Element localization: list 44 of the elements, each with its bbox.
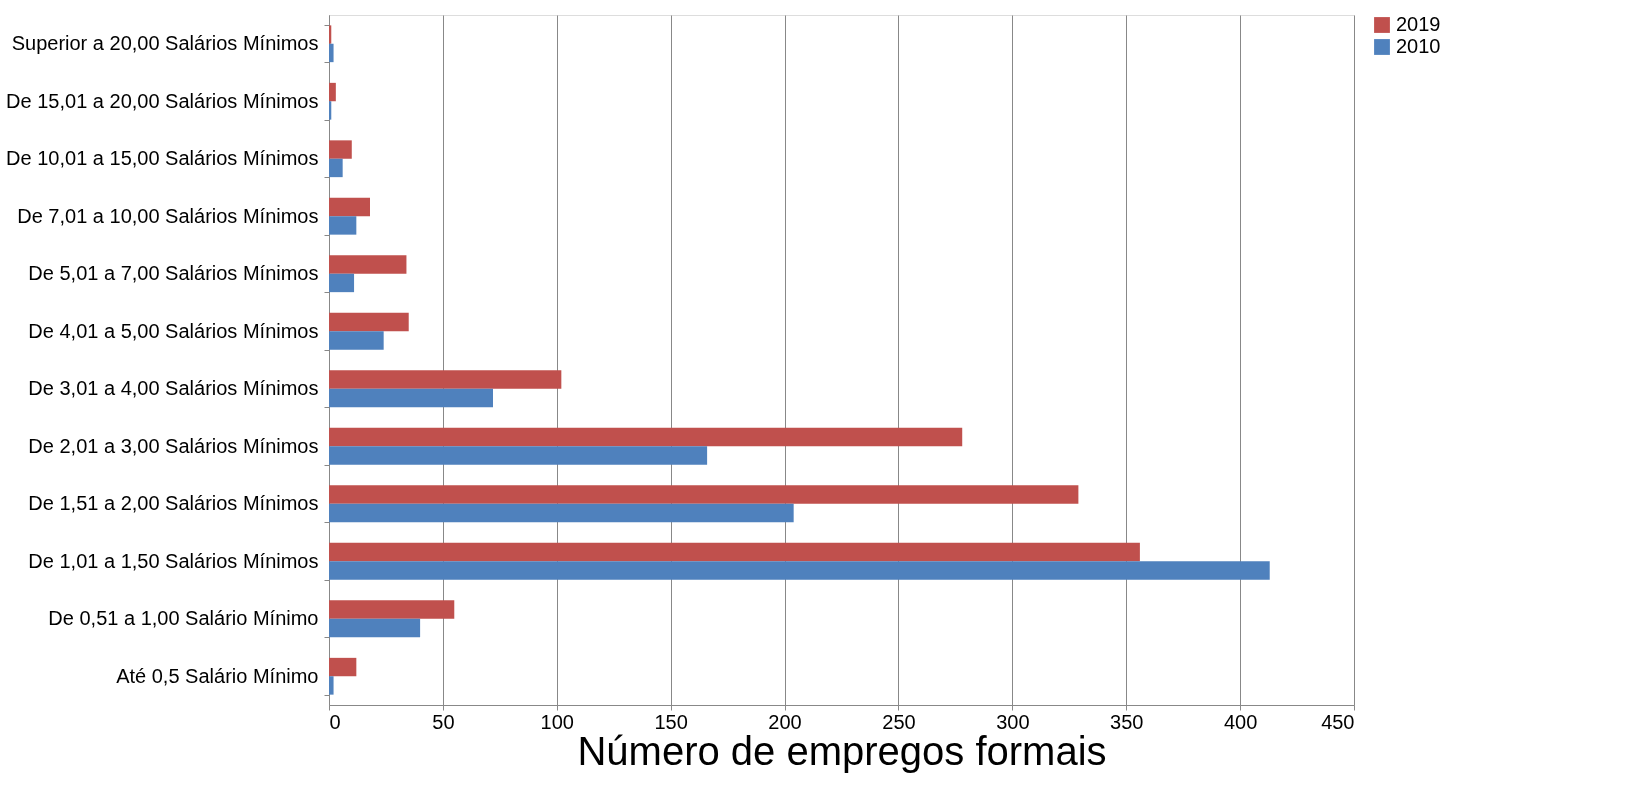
bar	[329, 676, 334, 695]
bar	[329, 82, 336, 102]
bar	[329, 503, 794, 523]
y-tick-label: Superior a 20,00 Salários Mínimos	[11, 32, 319, 55]
x-tick-label: 400	[1223, 710, 1258, 733]
bar	[329, 25, 332, 44]
bar	[329, 370, 562, 389]
legend-label: 2010	[1396, 35, 1441, 57]
bar	[329, 158, 343, 178]
bar	[329, 331, 384, 350]
y-tick-label: De 0,51 a 1,00 Salário Mínimo	[48, 607, 319, 630]
bar	[329, 273, 355, 293]
y-tick-label: De 15,01 a 20,00 Salários Mínimos	[6, 89, 319, 112]
bar	[329, 140, 352, 159]
y-tick-label: Até 0,5 Salário Mínimo	[116, 664, 319, 687]
bar	[329, 388, 493, 408]
bar	[329, 446, 708, 465]
y-tick-label: De 4,01 a 5,00 Salários Mínimos	[28, 319, 319, 342]
x-tick-label: 450	[1321, 710, 1355, 733]
bar	[329, 542, 1140, 562]
bar	[329, 197, 370, 217]
y-tick-label: De 3,01 a 4,00 Salários Mínimos	[28, 377, 319, 400]
y-tick-label: De 1,01 a 1,50 Salários Mínimos	[28, 549, 319, 572]
x-tick-label: 50	[432, 710, 455, 733]
bar	[329, 255, 407, 274]
bar	[329, 43, 334, 63]
bar	[329, 427, 963, 447]
bar	[329, 657, 357, 677]
bar	[329, 216, 357, 235]
y-tick-label: De 1,51 a 2,00 Salários Mínimos	[28, 492, 319, 515]
x-tick-label: 350	[1110, 710, 1144, 733]
x-tick-label: 0	[329, 710, 341, 733]
bar	[329, 561, 1270, 580]
bar	[329, 485, 1079, 504]
y-tick-label: De 2,01 a 3,00 Salários Mínimos	[28, 434, 319, 457]
bar	[329, 618, 421, 638]
y-tick-label: De 10,01 a 15,00 Salários Mínimos	[6, 147, 319, 170]
bar	[329, 101, 332, 120]
y-tick-label: De 5,01 a 7,00 Salários Mínimos	[28, 262, 319, 285]
legend-label: 2019	[1396, 13, 1441, 35]
x-tick-label: 100	[540, 710, 574, 733]
y-tick-label: De 7,01 a 10,00 Salários Mínimos	[17, 204, 319, 227]
bar	[329, 312, 409, 332]
bar	[329, 600, 455, 619]
